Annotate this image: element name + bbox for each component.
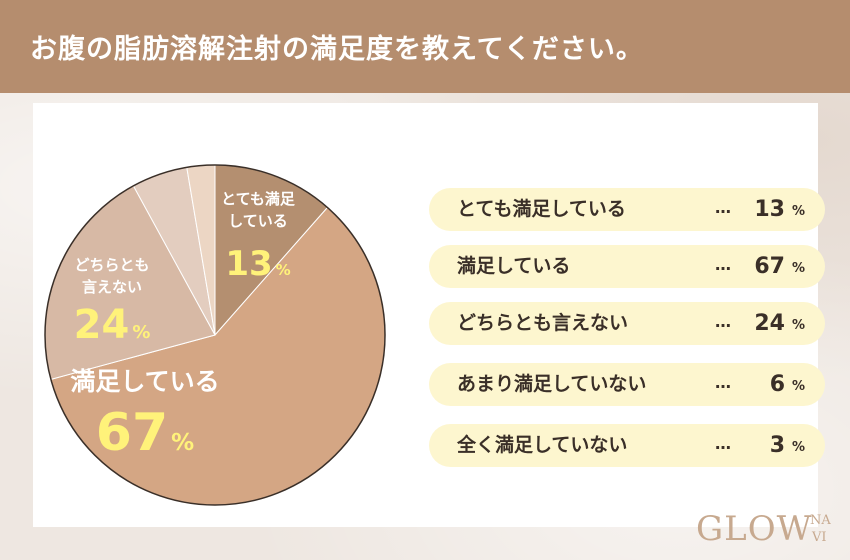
legend-label: どちらとも言えない (457, 312, 629, 334)
legend-item-not-satisfied: 全く満足していない … 3 % (429, 424, 825, 467)
legend-unit: % (791, 440, 805, 455)
legend-label: とても満足している (457, 198, 626, 220)
legend-item-satisfied: 満足している … 67 % (429, 245, 825, 288)
pie-slice-value: 13% (225, 244, 290, 284)
legend-value: 67 (754, 254, 785, 279)
legend-dots: … (715, 312, 731, 331)
pie-slice-label: している (228, 212, 288, 230)
legend-value: 13 (754, 197, 785, 222)
legend-unit: % (791, 379, 805, 394)
legend-item-neutral: どちらとも言えない … 24 % (429, 302, 825, 345)
legend-label: 満足している (457, 255, 571, 277)
pie-slice-label: どちらとも (74, 256, 149, 274)
page-title: お腹の脂肪溶解注射の満足度を教えてください。 (30, 34, 644, 65)
pie-slice-value: 24% (74, 302, 151, 348)
legend-item-very-satisfied: とても満足している … 13 % (429, 188, 825, 231)
legend-unit: % (791, 204, 805, 219)
legend-value: 3 (769, 433, 785, 458)
pie-slice-label: 言えない (82, 278, 142, 296)
logo-main: GLOW (696, 509, 813, 549)
legend-value: 6 (769, 372, 785, 397)
title-bar: お腹の脂肪溶解注射の満足度を教えてください。 (0, 0, 850, 93)
legend-dots: … (715, 198, 731, 217)
logo-sub-bottom: VI (811, 530, 827, 545)
legend-dots: … (715, 434, 731, 453)
legend-dots: … (715, 255, 731, 274)
legend-value: 24 (754, 311, 785, 336)
glow-navi-logo: GLOW NA VI (696, 509, 831, 549)
legend-label: あまり満足していない (457, 373, 647, 395)
pie-outline (44, 164, 386, 506)
pie-slice-label: とても満足 (221, 190, 296, 208)
legend-label: 全く満足していない (457, 434, 628, 456)
logo-sub-top: NA (810, 513, 831, 528)
pie-slice-value: 67% (96, 403, 194, 463)
pie-slice-label: 満足している (70, 367, 219, 396)
legend-unit: % (791, 261, 805, 276)
legend-item-not-very-satisfied: あまり満足していない … 6 % (429, 363, 825, 406)
legend-unit: % (791, 318, 805, 333)
pie-chart: とても満足している 13 % 満足している 67 % どちらとも言えない 24% (44, 164, 386, 506)
chart-card: とても満足 している 13% 満足している 67% どちらとも 言えない 24% とても満足し… (33, 103, 825, 527)
legend-dots: … (715, 373, 731, 392)
